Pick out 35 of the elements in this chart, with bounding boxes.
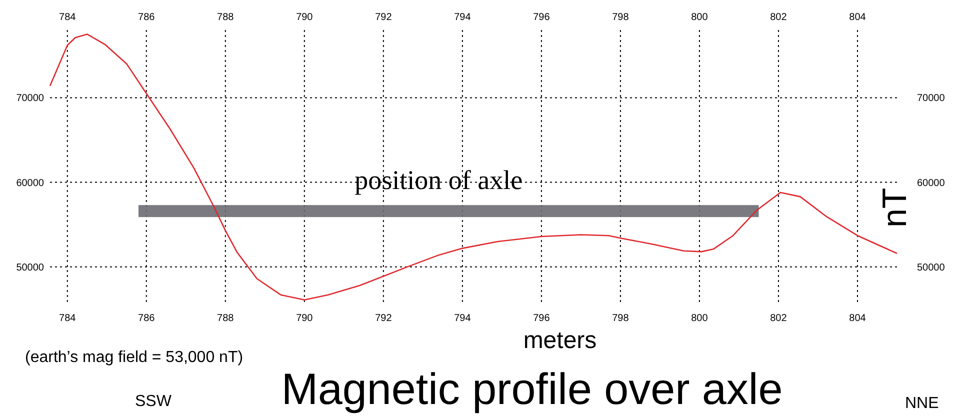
x-tick-label: 794 xyxy=(454,12,472,23)
y2-axis-title: nT xyxy=(876,188,914,228)
y-tick-label: 60000 xyxy=(16,178,44,189)
text: SSW xyxy=(135,393,172,410)
x2-tick-label: 802 xyxy=(770,313,788,324)
x-tick-label: 788 xyxy=(217,12,234,23)
text: NNE xyxy=(905,395,939,412)
x2-tick-label: 804 xyxy=(849,313,866,324)
x2-tick-label: 800 xyxy=(691,313,708,324)
x-tick-label: 798 xyxy=(612,12,630,23)
x-tick-label: 790 xyxy=(296,12,314,23)
x2-tick-label: 790 xyxy=(296,313,314,324)
x-tick-label: 800 xyxy=(691,12,708,23)
x2-tick-label: 798 xyxy=(612,313,630,324)
x2-tick-label: 788 xyxy=(217,313,234,324)
x-tick-label: 804 xyxy=(849,12,866,23)
text: (earth’s mag field = 53,000 nT) xyxy=(25,349,244,366)
y2-tick-label: 50000 xyxy=(917,262,946,274)
text: Magnetic profile over axle xyxy=(281,365,783,414)
x-tick-label: 802 xyxy=(770,12,788,23)
x-tick-label: 792 xyxy=(375,12,392,23)
x-tick-label: 796 xyxy=(533,12,550,23)
y2-tick-label: 70000 xyxy=(917,93,946,104)
x2-tick-label: 792 xyxy=(375,313,392,324)
x2-tick-label: 794 xyxy=(454,313,472,324)
y2-tick-label: 60000 xyxy=(917,178,946,189)
x2-tick-label: 796 xyxy=(533,313,550,324)
y-tick-label: 50000 xyxy=(16,262,44,274)
y-tick-label: 70000 xyxy=(16,93,44,104)
x-tick-label: 784 xyxy=(59,12,76,23)
x-tick-label: 786 xyxy=(138,12,156,23)
x-axis-title: meters xyxy=(523,327,597,354)
x2-tick-label: 786 xyxy=(138,313,156,324)
x2-tick-label: 784 xyxy=(59,313,76,324)
band-label: position of axle xyxy=(354,165,523,196)
